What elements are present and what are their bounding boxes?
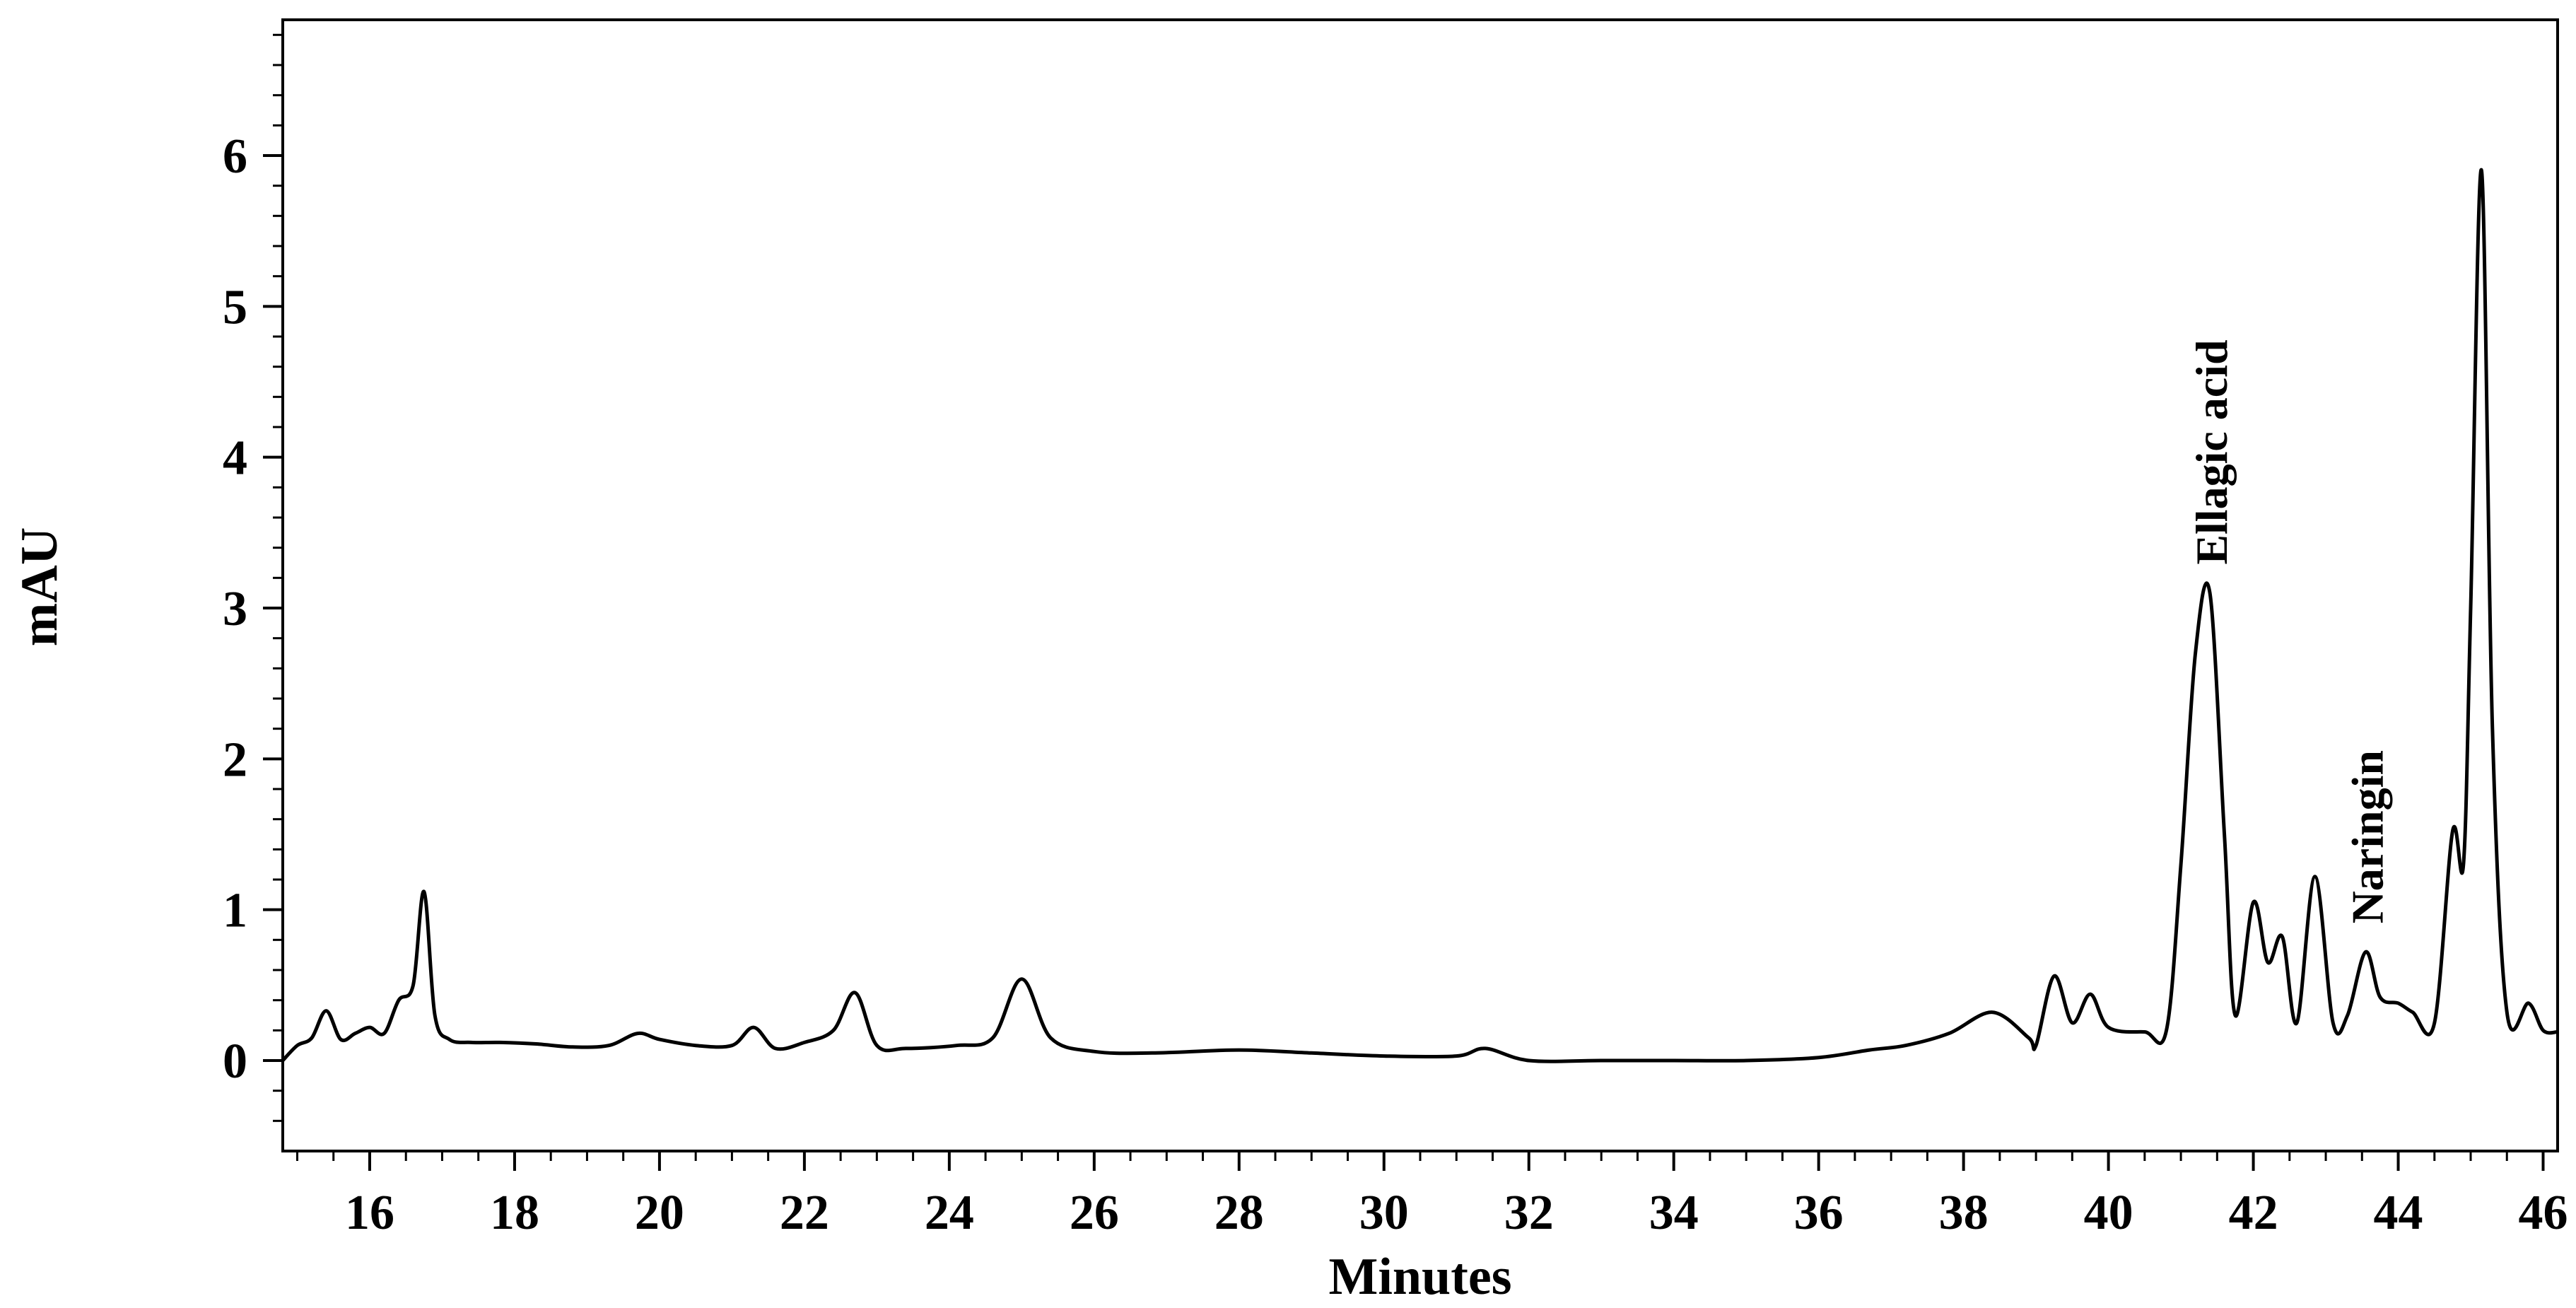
x-tick-label: 20 [635,1186,684,1240]
y-tick-label: 1 [223,884,247,938]
x-tick-label: 44 [2374,1186,2423,1240]
y-axis-label: mAU [11,527,69,647]
y-tick-label: 2 [223,732,247,787]
annotation-ellagic-acid: Ellagic acid [2186,339,2237,564]
x-tick-label: 36 [1794,1186,1844,1240]
x-tick-label: 26 [1070,1186,1119,1240]
annotation-naringin: Naringin [2342,750,2392,923]
x-tick-label: 22 [780,1186,829,1240]
series [281,168,2558,1063]
y-tick-label: 6 [223,129,247,184]
chromatogram-line [281,168,2558,1063]
x-tick-label: 24 [925,1186,974,1240]
x-tick-label: 42 [2229,1186,2278,1240]
y-tick-label: 3 [223,582,247,636]
annotations: Ellagic acid Naringin [2186,339,2392,923]
x-tick-label: 30 [1359,1186,1409,1240]
x-tick-label: 16 [345,1186,394,1240]
y-tick-label: 0 [223,1034,247,1089]
x-tick-label: 38 [1939,1186,1989,1240]
y-tick-label: 5 [223,280,247,334]
x-tick-label: 46 [2519,1186,2568,1240]
x-tick-label: 40 [2084,1186,2133,1240]
x-tick-label: 34 [1649,1186,1699,1240]
x-tick-label: 32 [1504,1186,1554,1240]
x-tick-label: 28 [1214,1186,1264,1240]
axes [281,18,2559,1152]
plot-frame [281,18,2559,1152]
y-tick-label: 4 [223,431,247,486]
x-axis-label: Minutes [1329,1248,1512,1306]
x-tick-label: 18 [490,1186,539,1240]
